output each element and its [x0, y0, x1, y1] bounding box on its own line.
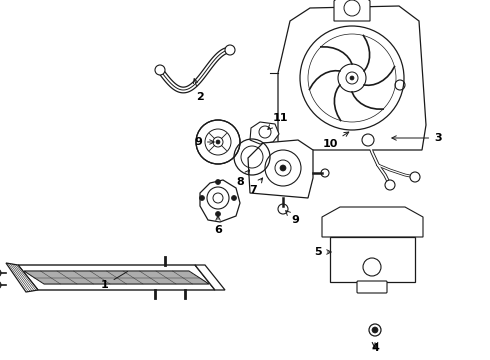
Text: 7: 7: [249, 178, 263, 195]
Circle shape: [231, 195, 237, 201]
Text: 1: 1: [101, 271, 127, 290]
Polygon shape: [200, 180, 240, 222]
Text: 4: 4: [371, 343, 379, 353]
Circle shape: [362, 134, 374, 146]
Polygon shape: [250, 122, 279, 144]
Text: 8: 8: [236, 170, 249, 187]
Circle shape: [216, 180, 220, 185]
Polygon shape: [322, 207, 423, 237]
Circle shape: [350, 76, 354, 80]
Text: 9: 9: [194, 137, 214, 147]
Polygon shape: [6, 263, 38, 292]
Text: 3: 3: [392, 133, 442, 143]
Circle shape: [216, 212, 220, 216]
Circle shape: [410, 172, 420, 182]
FancyBboxPatch shape: [357, 281, 387, 293]
Text: 9: 9: [286, 211, 299, 225]
Circle shape: [225, 45, 235, 55]
Text: 6: 6: [214, 216, 222, 235]
Polygon shape: [195, 265, 225, 290]
Polygon shape: [330, 237, 415, 282]
Circle shape: [369, 324, 381, 336]
Circle shape: [385, 180, 395, 190]
Circle shape: [196, 120, 240, 164]
Circle shape: [155, 65, 165, 75]
Text: 5: 5: [314, 247, 331, 257]
Polygon shape: [334, 0, 370, 21]
Circle shape: [199, 195, 204, 201]
Circle shape: [395, 80, 405, 90]
Circle shape: [372, 327, 378, 333]
Text: 11: 11: [268, 113, 288, 129]
Polygon shape: [248, 140, 313, 198]
Polygon shape: [278, 6, 426, 150]
Circle shape: [216, 140, 220, 144]
Circle shape: [280, 165, 286, 171]
Text: 2: 2: [194, 79, 204, 102]
Text: 10: 10: [322, 132, 349, 149]
